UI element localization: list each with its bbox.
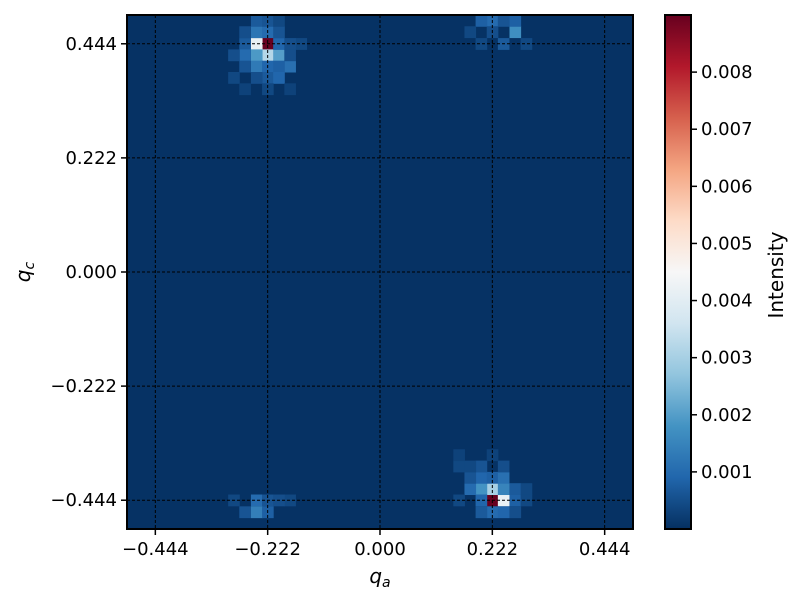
heatmap-cell: [464, 483, 477, 496]
heatmap-cell: [284, 494, 296, 507]
heatmap-cell: [520, 38, 533, 50]
y-axis-ticks: −0.444 −0.222 0.000 0.222 0.444: [50, 34, 127, 511]
heatmap-cell: [453, 460, 465, 473]
heatmap-cell: [273, 26, 285, 39]
heatmap-cell: [497, 460, 510, 473]
y-tick-label: 0.222: [65, 148, 117, 169]
colorbar-tick-label: 0.004: [701, 291, 753, 312]
x-axis-label: qa: [369, 564, 390, 591]
heatmap-cell: [509, 26, 522, 39]
heatmap-cell: [228, 72, 240, 84]
x-tick-label: 0.222: [467, 539, 519, 560]
heatmap-cell: [497, 483, 510, 496]
colorbar-tick-label: 0.008: [701, 62, 753, 83]
x-tick-label: 0.000: [354, 539, 406, 560]
heatmap-cell: [250, 15, 263, 27]
heatmap-cell: [509, 483, 522, 496]
heatmap-cell: [273, 60, 285, 73]
heatmap-cell: [239, 60, 251, 73]
x-axis-label-subscript: a: [382, 575, 391, 591]
heatmap-cell: [250, 72, 263, 84]
heatmap-cell: [239, 83, 251, 96]
y-axis-label: qc: [11, 262, 38, 283]
heatmap-cell: [475, 15, 488, 27]
x-tick-label: −0.222: [234, 539, 301, 560]
heatmap-cell: [453, 449, 465, 462]
y-tick-label: 0.444: [65, 34, 117, 55]
colorbar-label: Intensity: [764, 231, 788, 318]
heatmap-cell: [250, 60, 263, 73]
heatmap-cell: [509, 506, 522, 519]
heatmap-cell: [475, 506, 488, 519]
colorbar-tick-label: 0.007: [701, 119, 753, 140]
heatmap-cell: [520, 494, 533, 507]
colorbar-frame: [664, 14, 692, 530]
colorbar-ticks: 0.001 0.002 0.003 0.004 0.005 0.006 0.007 0.008: [691, 62, 753, 483]
heatmap-cell: [295, 38, 308, 50]
heatmap-cell: [475, 483, 488, 496]
x-tick-label: 0.444: [579, 539, 631, 560]
heatmap-cell: [239, 506, 251, 519]
heatmap-cell: [262, 83, 274, 96]
y-axis-label-main: q: [11, 270, 35, 283]
x-axis-label-main: q: [369, 564, 382, 588]
heatmap-cell: [239, 49, 251, 62]
colorbar-tick-label: 0.006: [701, 176, 753, 197]
heatmap-cell: [464, 460, 477, 473]
heatmap-cell: [509, 15, 522, 27]
heatmap-cell: [284, 38, 296, 50]
heatmap-cell: [273, 72, 285, 84]
heatmap-cell: [228, 49, 240, 62]
heatmap-cell: [239, 38, 251, 50]
heatmap-cell: [250, 26, 263, 39]
heatmap-cell: [475, 460, 488, 473]
colorbar: [665, 15, 691, 529]
heatmap-cell: [250, 506, 263, 519]
heatmap-cell: [497, 471, 510, 484]
colorbar-tick-label: 0.002: [701, 405, 753, 426]
heatmap-cell: [497, 506, 510, 519]
heatmap-cell: [284, 49, 296, 62]
heatmap-cell: [464, 26, 477, 39]
heatmap-cell: [284, 60, 296, 73]
y-tick-label: −0.222: [50, 376, 117, 397]
heatmap-cell: [284, 83, 296, 96]
heatmap-cell: [509, 494, 522, 507]
heatmap-cell: [464, 471, 477, 484]
y-tick-label: 0.000: [65, 262, 117, 283]
heatmap-cell: [273, 15, 285, 27]
colorbar-tick-label: 0.003: [701, 348, 753, 369]
heatmap-cell: [475, 494, 488, 507]
colorbar-tick-label: 0.005: [701, 233, 753, 254]
heatmap-cell: [486, 483, 499, 496]
heatmap-cell: [475, 471, 488, 484]
heatmap-cell: [250, 38, 263, 50]
y-tick-label: −0.444: [50, 490, 117, 511]
x-tick-label: −0.444: [122, 539, 189, 560]
heatmap-cell: [273, 49, 285, 62]
y-axis-label-subscript: c: [22, 262, 38, 270]
heatmap-cell: [250, 49, 263, 62]
heatmap-cell: [475, 38, 488, 50]
heatmap-cell: [520, 483, 533, 496]
x-axis-ticks: −0.444 −0.222 0.000 0.222 0.444: [122, 529, 630, 560]
heatmap-cell: [250, 494, 263, 507]
grid-lines: [127, 15, 633, 529]
heatmap-cell: [497, 15, 510, 27]
heatmap-cell: [239, 26, 251, 39]
colorbar-tick-label: 0.001: [701, 462, 753, 483]
